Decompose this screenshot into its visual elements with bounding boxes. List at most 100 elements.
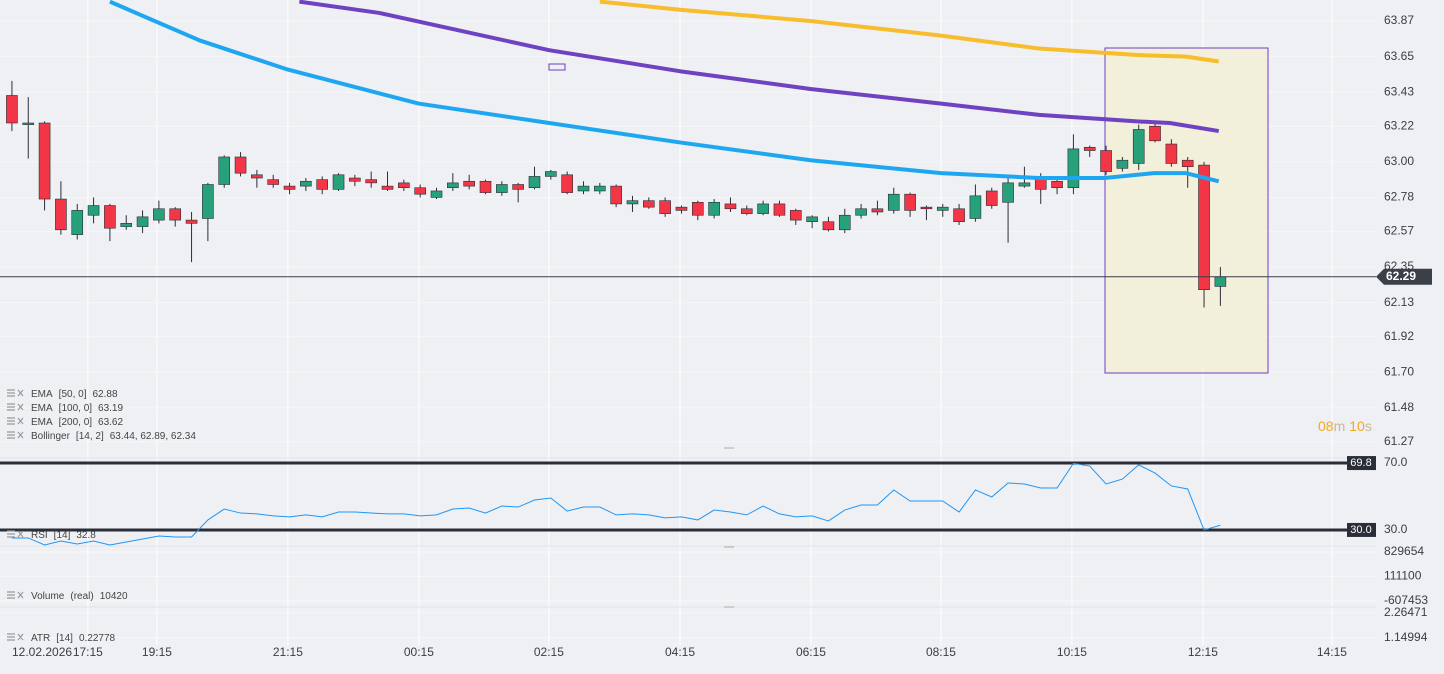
y-tick-label: 61.92 [1384,329,1414,343]
candle-body [512,184,524,190]
candle-body [1100,150,1112,172]
candles [6,0,1227,308]
small-drawing[interactable] [548,63,566,71]
countdown-seconds-unit: s [1365,418,1372,434]
ema-line [599,0,1220,64]
x-tick-label: 14:15 [1317,645,1347,659]
candle-body [740,208,753,214]
candle-body [22,122,35,125]
x-tick-label: 00:15 [404,645,434,659]
y-tick-label: 61.27 [1384,434,1414,448]
countdown-minutes: 08 [1318,418,1334,434]
ema-line [299,0,1220,134]
x-tick-label: 06:15 [796,645,826,659]
labels-layer: 17:15 19:15 21:15 00:15 02:15 04:15 06:15 08:15… [7,13,1432,659]
level-badge-label: 69.8 [1350,457,1371,469]
candle-body [561,174,573,193]
x-tick-label: 08:15 [926,645,956,659]
candle-body [643,200,655,208]
legend-part: 32.8 [76,530,96,541]
candle-body [528,176,541,189]
y-tick-label: 829654 [1384,544,1424,558]
x-tick-label: 12:15 [1188,645,1218,659]
legend-part: [14] [54,530,71,541]
legend-item: EMA [100, 0] 63.19 [7,403,123,414]
legend-part: Volume [31,591,65,602]
candle-body [463,180,475,187]
y-tick-label: 1.14994 [1384,630,1428,644]
legend-part: Bollinger [31,431,71,442]
legend-part: 0.22778 [79,633,116,644]
candle-body [1002,182,1014,203]
candle-body [1067,148,1080,189]
candle-body [55,198,67,231]
candle-body [806,216,818,223]
candle-body [414,187,426,195]
candle-body [1083,146,1096,151]
candle-body [300,180,312,187]
y-tick-label: 111100 [1384,569,1422,583]
candle-body [87,205,100,216]
legend-part: ATR [31,633,50,644]
candle-body [447,182,459,189]
legend-part: (real) [70,591,93,602]
legend-text: EMA [200, 0] 63.62 [31,417,123,428]
legend-text: Bollinger [14, 2] 63.44, 62.89, 62.34 [31,431,196,442]
legend-item: ATR [14] 0.22778 [7,633,116,644]
candle-body [430,190,443,198]
legend-part: [14, 2] [76,431,104,442]
candle-body [985,190,998,206]
legend-item: EMA [200, 0] 63.62 [7,417,123,428]
y-tick-label: 63.65 [1384,49,1414,63]
candle-body [153,208,165,221]
legend-part: EMA [31,403,53,414]
level-badge [1347,456,1376,471]
legend-icon [7,389,24,397]
candle-body [251,174,263,179]
candle-body [398,182,410,189]
legend-part: [50, 0] [59,389,87,400]
legend-part: 10420 [100,591,128,602]
candle-body [871,208,884,213]
last-price-label: 62.29 [1386,269,1416,283]
legend-icon [7,403,24,411]
legend-item: Bollinger [14, 2] 63.44, 62.89, 62.34 [7,431,196,442]
legend-icon [7,591,24,599]
candle-body [120,223,133,227]
candle-body [332,174,345,190]
candle-body [38,122,51,200]
candle-body [953,208,965,223]
candle-body [708,201,720,216]
candle-body [577,185,590,192]
y-tick-label: -607453 [1384,593,1428,607]
legend-text: ATR [14] 0.22778 [31,633,116,644]
candle-body [773,203,786,216]
legend-part: RSI [31,530,48,541]
y-tick-label: 61.48 [1384,400,1414,414]
legend-icon [7,633,24,641]
legend-icon [7,530,24,538]
countdown: 08m 10s [1318,418,1372,434]
candle-body [789,210,802,221]
candle-body [757,203,769,214]
legend-part: [14] [56,633,73,644]
candle-body [104,205,116,229]
candle-body [1132,129,1145,164]
candle-body [349,177,361,182]
candle-body [365,179,377,184]
legend-part: EMA [31,417,53,428]
legend-text: EMA [100, 0] 63.19 [31,403,123,414]
legend-item: EMA [50, 0] 62.88 [7,389,118,400]
candle-body [822,221,835,231]
candle-body [1165,143,1178,164]
legend-part: 63.62 [98,417,123,428]
countdown-minutes-unit: m [1334,418,1346,434]
legend-part: 63.44, 62.89, 62.34 [110,431,197,442]
candle-body [71,210,84,235]
candle-body [626,200,639,205]
y-tick-label: 63.87 [1384,13,1414,27]
rectangle-drawing[interactable] [1104,47,1269,374]
candle-body [1018,182,1031,187]
candle-body [479,180,492,193]
